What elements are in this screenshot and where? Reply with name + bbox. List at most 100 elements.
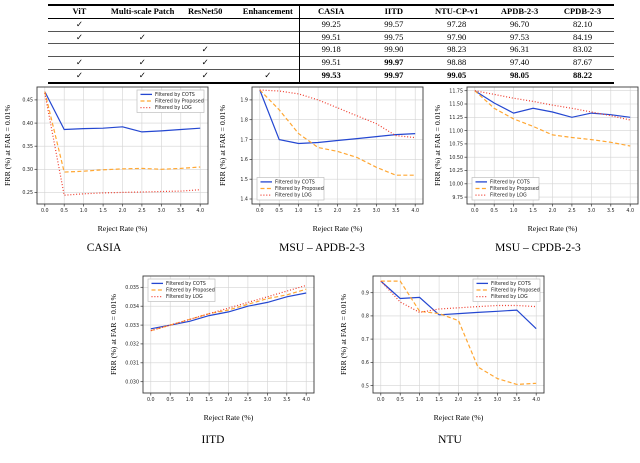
svg-text:10.50: 10.50 [449, 155, 463, 161]
chart-msu-cpdb: 0.0 0.5 1.0 1.5 2.0 2.5 3.0 3.5 4.0 9.75 10.00 10.2… [432, 82, 640, 235]
legend-label-proposed: Filtered by Proposed [155, 99, 204, 105]
svg-text:0.032: 0.032 [125, 342, 139, 348]
svg-text:0.035: 0.035 [125, 285, 139, 291]
svg-text:4.0: 4.0 [196, 208, 204, 214]
legend-label-log: Filtered by LOG [155, 105, 192, 111]
legend-label-proposed: Filtered by Proposed [490, 186, 539, 192]
svg-text:10.75: 10.75 [449, 142, 463, 148]
header-cell: Multi-scale Patches [110, 5, 174, 19]
svg-text:11.75: 11.75 [449, 88, 463, 94]
svg-text:2.0: 2.0 [549, 208, 557, 214]
svg-text:0.5: 0.5 [361, 383, 369, 389]
svg-text:1.5: 1.5 [205, 397, 213, 403]
chart-msu-apdb: 0.0 0.5 1.0 1.5 2.0 2.5 3.0 3.5 4.0 1.4 1.5 1.6 1.7 1… [217, 82, 428, 235]
series-line-cots [380, 280, 537, 330]
header-cell: NTU-CP-v1 [425, 5, 489, 19]
series-line-proposed [44, 91, 201, 173]
x-axis-label: Reject Rate (%) [434, 413, 484, 422]
value-cell: 99.57 [384, 18, 404, 29]
checkmark-cell: ✓ [75, 31, 83, 42]
value-cell: 99.97 [384, 57, 404, 68]
svg-text:3.0: 3.0 [588, 208, 596, 214]
value-cell: 97.53 [510, 31, 530, 42]
value-cell: 98.23 [447, 44, 467, 55]
svg-text:3.0: 3.0 [494, 397, 502, 403]
svg-text:4.0: 4.0 [302, 397, 310, 403]
series-line-log [44, 92, 201, 196]
header-cell: CASIA [299, 5, 363, 19]
header-cell: CPDB-2-3 [551, 5, 614, 19]
svg-text:0.35: 0.35 [22, 144, 33, 150]
legend-label-log: Filtered by LOG [275, 193, 312, 199]
svg-text:0.25: 0.25 [22, 190, 33, 196]
svg-text:0.5: 0.5 [490, 208, 498, 214]
svg-text:1.0: 1.0 [416, 397, 424, 403]
checkmark-cell: ✓ [75, 18, 83, 29]
table-row: ✓ ✓ ✓ ✓ 99.53 99.97 99.05 98.05 88.22 [48, 69, 614, 83]
svg-text:0.034: 0.034 [125, 304, 139, 310]
svg-text:1.5: 1.5 [435, 397, 443, 403]
legend-box [136, 89, 205, 113]
value-cell: 99.51 [299, 31, 363, 44]
svg-text:4.0: 4.0 [626, 208, 634, 214]
svg-text:10.00: 10.00 [449, 182, 463, 188]
svg-text:0.9: 0.9 [361, 290, 369, 296]
x-axis-label: Reject Rate (%) [98, 224, 148, 233]
svg-text:1.9: 1.9 [240, 98, 248, 104]
svg-text:0.0: 0.0 [377, 397, 385, 403]
value-cell: 98.88 [447, 57, 467, 68]
svg-text:1.5: 1.5 [240, 177, 248, 183]
legend-label-cots: Filtered by COTS [166, 281, 206, 287]
caption-ntu: NTU [438, 434, 462, 446]
svg-text:1.7: 1.7 [240, 137, 248, 143]
legend-label-proposed: Filtered by Proposed [166, 288, 215, 294]
svg-text:11.50: 11.50 [449, 102, 463, 108]
results-table-body: ✓ 99.25 99.57 97.28 96.70 82.10 ✓ ✓ 99.51 99.75 97… [48, 18, 614, 83]
header-cell: ViT [48, 5, 111, 19]
header-cell: ResNet50 [173, 5, 237, 19]
svg-text:1.4: 1.4 [240, 197, 248, 203]
table-row: ✓ ✓ 99.51 99.75 97.90 97.53 84.19 [48, 31, 614, 44]
value-cell: 99.97 [384, 69, 404, 80]
y-axis-label: FRR (%) at FAR = 0.01% [433, 105, 442, 186]
svg-text:2.5: 2.5 [244, 397, 252, 403]
svg-text:0.0: 0.0 [256, 208, 264, 214]
svg-text:0.033: 0.033 [125, 323, 139, 329]
header-cell: Enhancement [236, 5, 300, 19]
svg-text:2.0: 2.0 [455, 397, 463, 403]
svg-text:1.0: 1.0 [186, 397, 194, 403]
svg-text:2.0: 2.0 [225, 397, 233, 403]
checkmark-cell: ✓ [201, 69, 209, 80]
value-cell: 97.28 [447, 18, 467, 29]
svg-text:9.75: 9.75 [452, 195, 463, 201]
legend-label-cots: Filtered by COTS [490, 180, 530, 186]
svg-text:3.0: 3.0 [373, 208, 381, 214]
value-cell: 96.31 [510, 44, 530, 55]
chart-iitd: 0.0 0.5 1.0 1.5 2.0 2.5 3.0 3.5 4.0 0.030 0.031 0.0… [108, 271, 319, 424]
svg-text:3.5: 3.5 [607, 208, 615, 214]
svg-text:0.031: 0.031 [125, 361, 139, 367]
table-row: ✓ ✓ ✓ 99.51 99.97 98.88 97.40 87.67 [48, 56, 614, 70]
svg-text:0.6: 0.6 [361, 360, 369, 366]
table-row: ✓ 99.18 99.90 98.23 96.31 83.02 [48, 43, 614, 57]
empty-cell [48, 44, 111, 57]
chart-ntu: 0.0 0.5 1.0 1.5 2.0 2.5 3.0 3.5 4.0 0.5 0.6 0.7 0.8 0… [338, 271, 549, 424]
value-cell: 99.51 [299, 56, 363, 70]
value-cell: 83.02 [572, 44, 593, 55]
checkmark-cell: ✓ [264, 69, 272, 80]
x-axis-label: Reject Rate (%) [313, 224, 363, 233]
checkmark-cell: ✓ [138, 31, 146, 42]
svg-text:11.00: 11.00 [449, 128, 463, 134]
value-cell: 99.18 [299, 43, 363, 57]
y-axis-label: FRR (%) at FAR = 0.01% [218, 105, 227, 186]
svg-text:1.8: 1.8 [240, 117, 248, 123]
svg-text:11.25: 11.25 [449, 115, 463, 121]
svg-text:2.5: 2.5 [138, 208, 146, 214]
value-cell: 84.19 [572, 31, 593, 42]
svg-text:3.5: 3.5 [392, 208, 400, 214]
empty-cell [111, 44, 174, 57]
svg-text:0.0: 0.0 [147, 397, 155, 403]
series-line-proposed [474, 90, 631, 147]
svg-text:3.0: 3.0 [158, 208, 166, 214]
legend-label-cots: Filtered by COTS [275, 180, 315, 186]
